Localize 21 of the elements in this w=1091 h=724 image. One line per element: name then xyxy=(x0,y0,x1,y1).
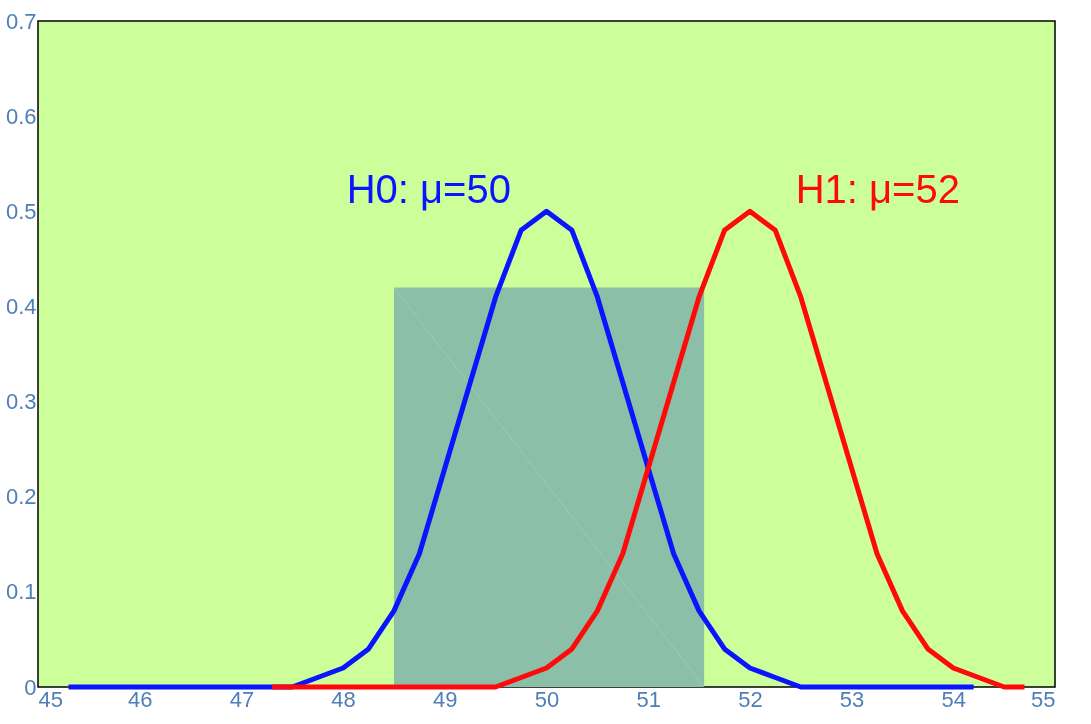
y-tick-label: 0.5 xyxy=(5,198,37,224)
y-tick-label: 0.7 xyxy=(5,8,37,34)
y-tick-label: 0 xyxy=(24,674,37,700)
y-tick-label: 0.6 xyxy=(5,103,37,129)
x-tick-label: 46 xyxy=(127,686,153,712)
x-tick-label: 45 xyxy=(38,686,63,712)
x-tick-label: 51 xyxy=(636,686,661,712)
x-tick-label: 50 xyxy=(534,686,560,712)
series-label: H0: μ=50 xyxy=(346,167,511,212)
y-tick-label: 0.1 xyxy=(5,579,37,605)
series-label: H1: μ=52 xyxy=(795,167,960,212)
x-tick-label: 53 xyxy=(839,686,865,712)
x-tick-label: 49 xyxy=(433,686,458,712)
x-tick-label: 54 xyxy=(941,686,967,712)
y-tick-label: 0.4 xyxy=(5,293,37,319)
x-tick-label: 48 xyxy=(331,686,356,712)
x-tick-label: 47 xyxy=(229,686,255,712)
x-tick-label: 52 xyxy=(738,686,763,712)
y-tick-label: 0.3 xyxy=(5,389,37,415)
y-tick-label: 0.2 xyxy=(5,484,37,510)
x-tick-label: 55 xyxy=(1031,686,1056,712)
